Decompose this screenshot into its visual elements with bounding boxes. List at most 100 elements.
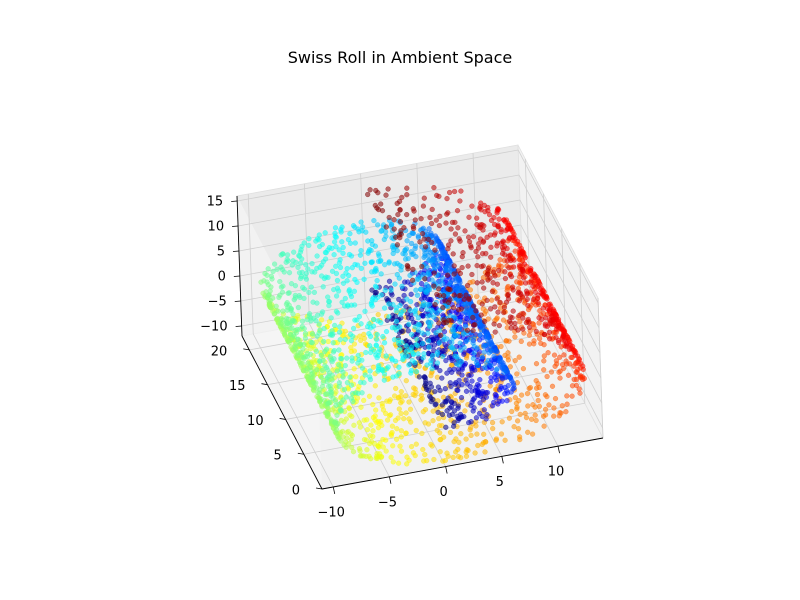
data-point — [431, 283, 437, 289]
data-point — [467, 287, 474, 293]
data-point — [398, 389, 404, 395]
data-point — [445, 453, 451, 459]
data-point — [403, 430, 409, 437]
data-point — [337, 264, 344, 271]
data-point — [557, 354, 563, 360]
x-gridline-back — [360, 173, 367, 314]
data-point — [489, 288, 496, 295]
data-point — [334, 277, 341, 284]
data-point — [383, 448, 389, 454]
data-point — [393, 308, 399, 314]
data-point — [479, 279, 485, 285]
data-point — [434, 310, 440, 316]
data-point — [437, 430, 443, 436]
data-point — [333, 234, 339, 240]
data-point — [365, 250, 371, 256]
data-point — [443, 320, 449, 326]
data-point — [408, 299, 414, 305]
data-point — [395, 212, 401, 218]
data-point — [455, 387, 461, 394]
data-point — [522, 280, 529, 286]
data-point — [470, 328, 476, 334]
data-point — [404, 348, 410, 354]
data-point — [386, 413, 393, 419]
data-point — [519, 294, 526, 300]
data-point — [411, 208, 417, 214]
z-gridline-back — [239, 224, 521, 277]
data-point — [429, 366, 435, 372]
data-point — [479, 327, 485, 334]
data-point — [506, 338, 512, 344]
data-point — [381, 371, 388, 377]
data-point — [295, 304, 302, 311]
data-point — [268, 305, 274, 311]
data-point — [492, 273, 498, 279]
x-tick-label: 0 — [439, 485, 447, 500]
data-point — [488, 217, 495, 224]
data-point — [478, 264, 485, 270]
x-tick-mark — [332, 486, 336, 495]
data-point — [418, 286, 424, 293]
data-point — [488, 363, 494, 369]
data-point — [422, 276, 428, 282]
data-point — [459, 366, 465, 373]
data-point — [429, 443, 435, 449]
data-point — [380, 333, 386, 340]
data-point — [461, 351, 467, 357]
data-point — [381, 377, 387, 383]
data-point — [451, 439, 457, 445]
data-point — [404, 192, 410, 198]
data-point — [378, 271, 384, 277]
data-point — [493, 437, 499, 443]
data-point — [529, 273, 536, 279]
data-point — [292, 346, 298, 352]
data-point — [348, 294, 355, 300]
data-point — [403, 256, 409, 262]
data-point — [398, 448, 405, 454]
data-point — [564, 401, 570, 407]
data-point — [432, 247, 438, 253]
data-point — [472, 450, 478, 456]
data-point — [320, 284, 326, 290]
data-point — [526, 341, 533, 347]
data-point — [435, 243, 442, 250]
data-point — [335, 310, 341, 316]
data-point — [573, 382, 580, 389]
data-point — [338, 356, 345, 362]
z-gridline-side — [518, 174, 600, 329]
data-point — [324, 379, 330, 385]
data-point — [406, 321, 412, 327]
data-point — [368, 422, 374, 428]
data-point — [434, 374, 441, 380]
data-point — [406, 362, 412, 368]
data-point — [375, 190, 381, 196]
data-point — [560, 366, 567, 372]
data-point — [344, 278, 350, 284]
y-tick-label: 0 — [292, 484, 300, 499]
data-point — [346, 406, 352, 412]
data-point — [437, 449, 443, 455]
data-point — [451, 423, 457, 429]
data-point — [386, 278, 393, 284]
data-point — [412, 324, 418, 330]
data-point — [501, 369, 507, 376]
data-point — [353, 374, 359, 380]
data-point — [298, 275, 304, 282]
data-point — [291, 333, 297, 340]
data-point — [458, 455, 464, 461]
z-tick-label: −10 — [200, 320, 227, 335]
data-point — [556, 340, 562, 346]
data-point — [455, 417, 461, 424]
data-point — [484, 272, 490, 278]
data-point — [397, 219, 404, 225]
data-point — [430, 261, 436, 267]
data-point — [350, 398, 356, 405]
data-point — [409, 240, 415, 247]
data-point — [308, 318, 314, 324]
data-point — [431, 270, 437, 276]
data-point — [374, 337, 380, 343]
data-point — [381, 236, 387, 243]
data-point — [309, 261, 315, 267]
data-point — [383, 229, 389, 235]
data-point — [465, 327, 471, 333]
